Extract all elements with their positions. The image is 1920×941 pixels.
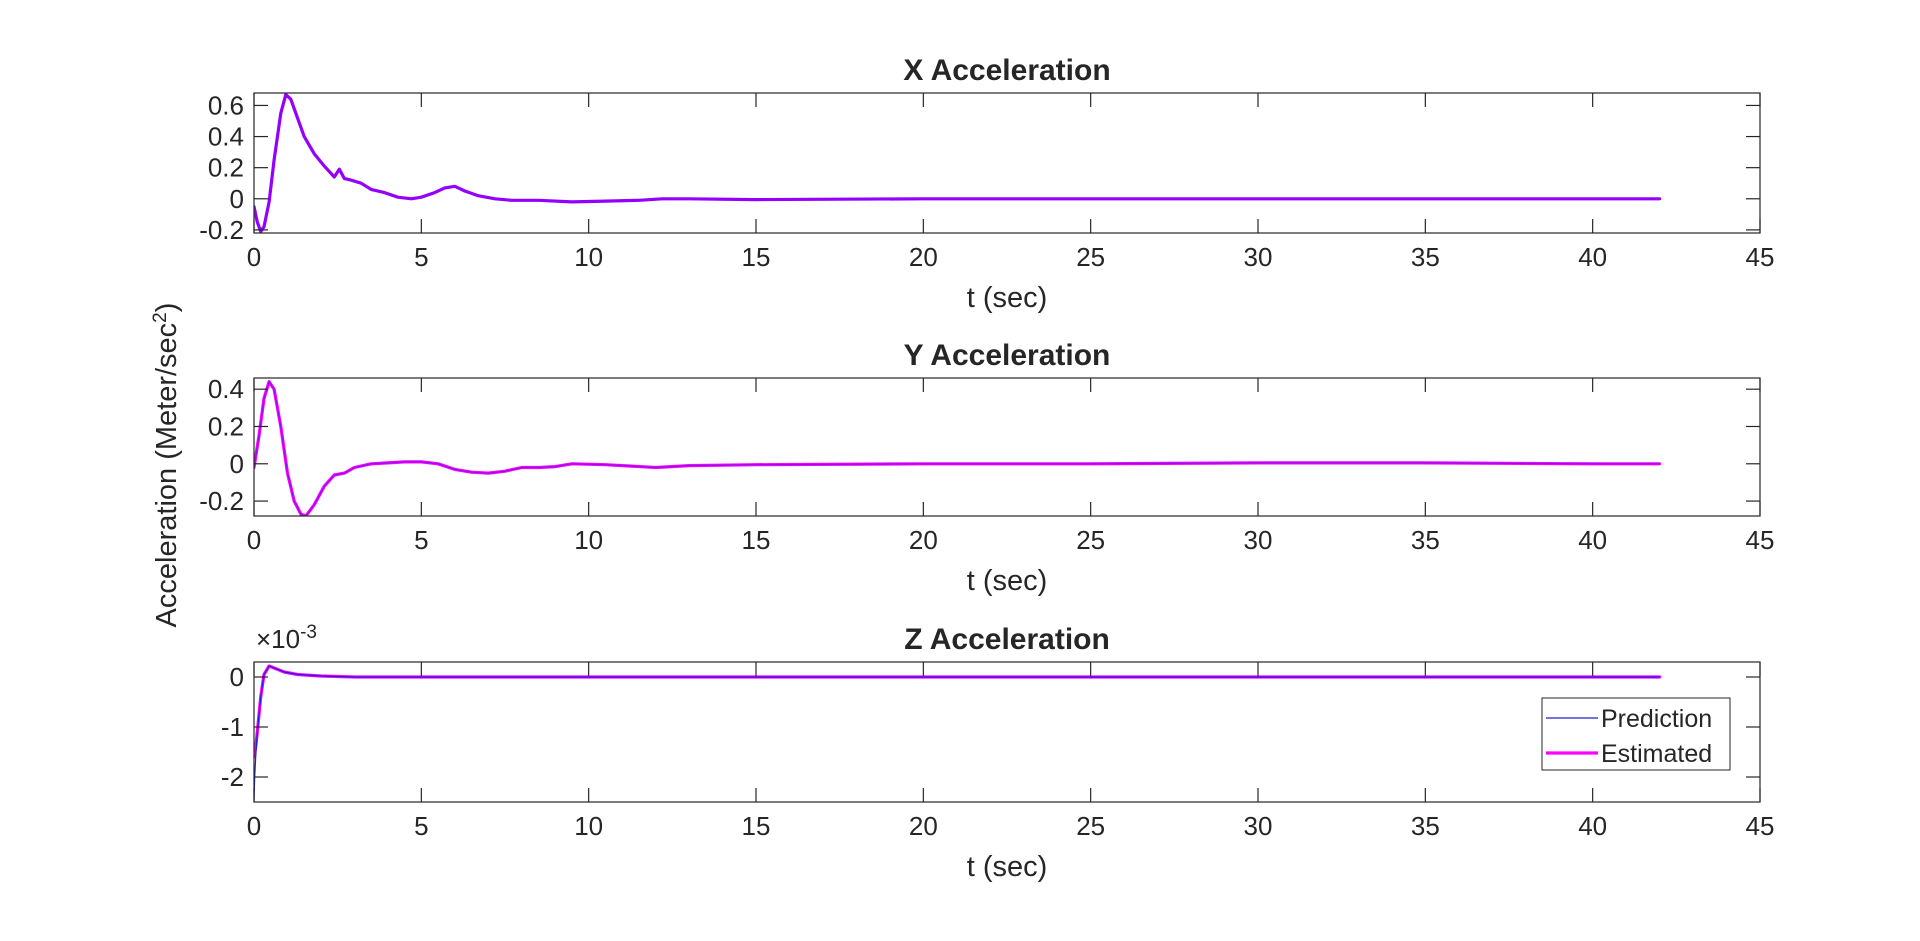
y-axis-label-exponent: 2 (150, 312, 171, 323)
x-tick-label: 10 (574, 525, 603, 555)
series-group (254, 664, 1662, 802)
y-axis-label-close: ) (151, 303, 183, 313)
x-tick-label: 20 (909, 242, 938, 272)
y-tick-label: 0 (230, 184, 244, 214)
x-tick-label: 35 (1411, 525, 1440, 555)
x-tick-label: 5 (414, 525, 428, 555)
x-tick-label: 15 (742, 525, 771, 555)
y-tick-label: 0.4 (208, 122, 244, 152)
y-tick-label: 0.2 (208, 153, 244, 183)
y-tick-label: 0.6 (208, 90, 244, 120)
subplot-title: Z Acceleration (904, 623, 1110, 656)
x-tick-label: 20 (909, 811, 938, 841)
y-axis-multiplier: ×10-3 (256, 622, 317, 655)
x-tick-label: 5 (414, 811, 428, 841)
series-group (254, 380, 1662, 516)
x-tick-label: 10 (574, 242, 603, 272)
x-tick-label: 15 (742, 811, 771, 841)
x-tick-label: 30 (1244, 242, 1273, 272)
multiplier-exponent: -3 (300, 622, 317, 643)
axes-box (253, 377, 1761, 517)
series-group (254, 93, 1662, 233)
y-axis-label-main: Acceleration (Meter/sec (151, 323, 183, 628)
subplot-title: X Acceleration (903, 54, 1110, 87)
x-tick-label: 0 (247, 242, 261, 272)
x-tick-label: 0 (247, 811, 261, 841)
x-axis-label: t (sec) (967, 565, 1048, 597)
y-tick-label: -0.2 (199, 486, 244, 516)
x-tick-label: 0 (247, 525, 261, 555)
shared-y-axis-label: Acceleration (Meter/sec2) (150, 303, 184, 628)
x-tick-label: 45 (1746, 242, 1775, 272)
x-tick-label: 10 (574, 811, 603, 841)
y-tick-label: 0.4 (208, 374, 244, 404)
series-line-prediction (254, 381, 1660, 516)
axes-box (253, 661, 1761, 803)
y-tick-label: 0 (230, 662, 244, 692)
x-tick-label: 40 (1578, 525, 1607, 555)
series-line-estimated (254, 664, 1662, 759)
x-tick-label: 25 (1076, 242, 1105, 272)
x-axis-label: t (sec) (967, 851, 1048, 883)
multiplier-base: ×10 (256, 624, 300, 654)
y-tick-label: -0.2 (199, 215, 244, 245)
x-tick-label: 25 (1076, 811, 1105, 841)
x-tick-label: 45 (1746, 811, 1775, 841)
y-tick-label: 0.2 (208, 411, 244, 441)
x-tick-label: 20 (909, 525, 938, 555)
x-tick-label: 35 (1411, 811, 1440, 841)
x-tick-label: 25 (1076, 525, 1105, 555)
series-line-prediction (254, 93, 1660, 232)
y-tick-label: -2 (221, 762, 244, 792)
y-tick-label: 0 (230, 449, 244, 479)
y-tick-label: -1 (221, 712, 244, 742)
legend-box (1541, 697, 1731, 771)
legend: Prediction Estimated (1541, 697, 1731, 771)
x-tick-label: 35 (1411, 242, 1440, 272)
series-line-estimated (254, 380, 1662, 516)
x-tick-label: 40 (1578, 811, 1607, 841)
x-tick-label: 30 (1244, 811, 1273, 841)
subplot-3: Z Acceleration 0 5 10 15 20 25 30 35 40 45 -2 -1 0 t (… (221, 622, 1775, 884)
series-line-estimated (254, 93, 1662, 233)
x-tick-label: 30 (1244, 525, 1273, 555)
x-tick-label: 40 (1578, 242, 1607, 272)
x-tick-label: 15 (742, 242, 771, 272)
subplot-title: Y Acceleration (904, 339, 1111, 372)
x-tick-label: 5 (414, 242, 428, 272)
axes-box (253, 92, 1761, 234)
legend-label-estimated: Estimated (1601, 740, 1712, 768)
legend-label-prediction: Prediction (1601, 705, 1712, 733)
x-axis-label: t (sec) (967, 282, 1048, 314)
x-tick-label: 45 (1746, 525, 1775, 555)
series-line-prediction (254, 665, 1660, 802)
